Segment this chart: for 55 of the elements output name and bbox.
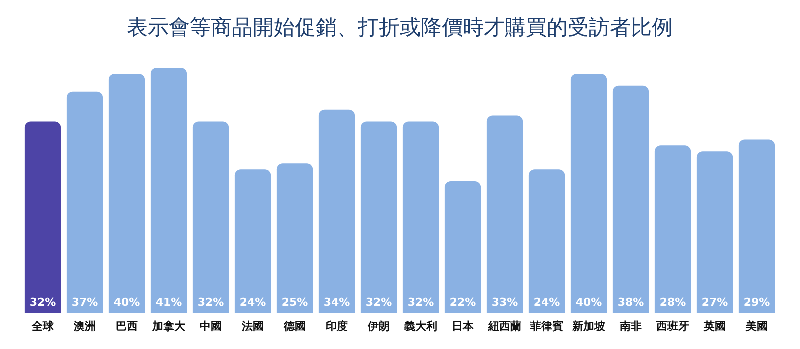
data-label: 29% — [744, 296, 770, 309]
x-tick-label: 南非 — [619, 320, 642, 333]
x-tick-label: 日本 — [452, 320, 475, 333]
data-label: 38% — [618, 296, 644, 309]
data-label: 25% — [282, 296, 308, 309]
x-tick-label: 法國 — [241, 320, 264, 333]
x-tick-label: 英國 — [703, 320, 726, 333]
bar — [150, 68, 188, 313]
x-tick-label: 全球 — [31, 320, 55, 333]
x-tick-label: 印度 — [326, 320, 348, 333]
bar — [402, 122, 440, 313]
data-label: 28% — [660, 296, 686, 309]
bar — [444, 182, 482, 313]
bar — [360, 122, 398, 313]
data-label: 34% — [324, 296, 350, 309]
bar — [696, 152, 734, 313]
bar — [276, 164, 314, 313]
x-tick-label: 紐西蘭 — [488, 320, 522, 333]
data-label: 24% — [534, 296, 560, 309]
x-tick-label: 西班牙 — [656, 320, 690, 333]
x-tick-label: 義大利 — [404, 320, 438, 333]
bar — [318, 110, 356, 313]
x-tick-label: 德國 — [283, 320, 306, 333]
bar — [612, 86, 650, 313]
x-tick-label: 澳洲 — [73, 320, 96, 333]
x-tick-label: 中國 — [200, 320, 222, 333]
data-label: 40% — [576, 296, 602, 309]
data-label: 22% — [450, 296, 476, 309]
x-tick-label: 新加坡 — [572, 320, 606, 333]
bar — [528, 170, 566, 313]
x-tick-label: 菲律賓 — [530, 320, 564, 333]
x-tick-label: 伊朗 — [367, 320, 390, 333]
bar — [192, 122, 230, 313]
data-label: 37% — [72, 296, 98, 309]
bar — [66, 92, 104, 313]
bar — [108, 74, 146, 313]
data-label: 40% — [114, 296, 140, 309]
x-tick-label: 美國 — [745, 320, 768, 333]
x-tick-label: 加拿大 — [152, 320, 186, 333]
data-label: 41% — [156, 296, 182, 309]
bar — [234, 170, 272, 313]
data-label: 32% — [30, 296, 56, 309]
bar — [738, 140, 776, 313]
data-label: 32% — [366, 296, 392, 309]
bar — [486, 116, 524, 313]
bar — [654, 146, 692, 313]
data-label: 24% — [240, 296, 266, 309]
data-label: 33% — [492, 296, 518, 309]
chart-title: 表示會等商品開始促銷、打折或降價時才購買的受訪者比例 — [127, 16, 673, 40]
bar — [570, 74, 608, 313]
data-label: 27% — [702, 296, 728, 309]
bar — [24, 122, 62, 313]
data-label: 32% — [198, 296, 224, 309]
data-label: 32% — [408, 296, 434, 309]
x-tick-label: 巴西 — [116, 320, 138, 333]
